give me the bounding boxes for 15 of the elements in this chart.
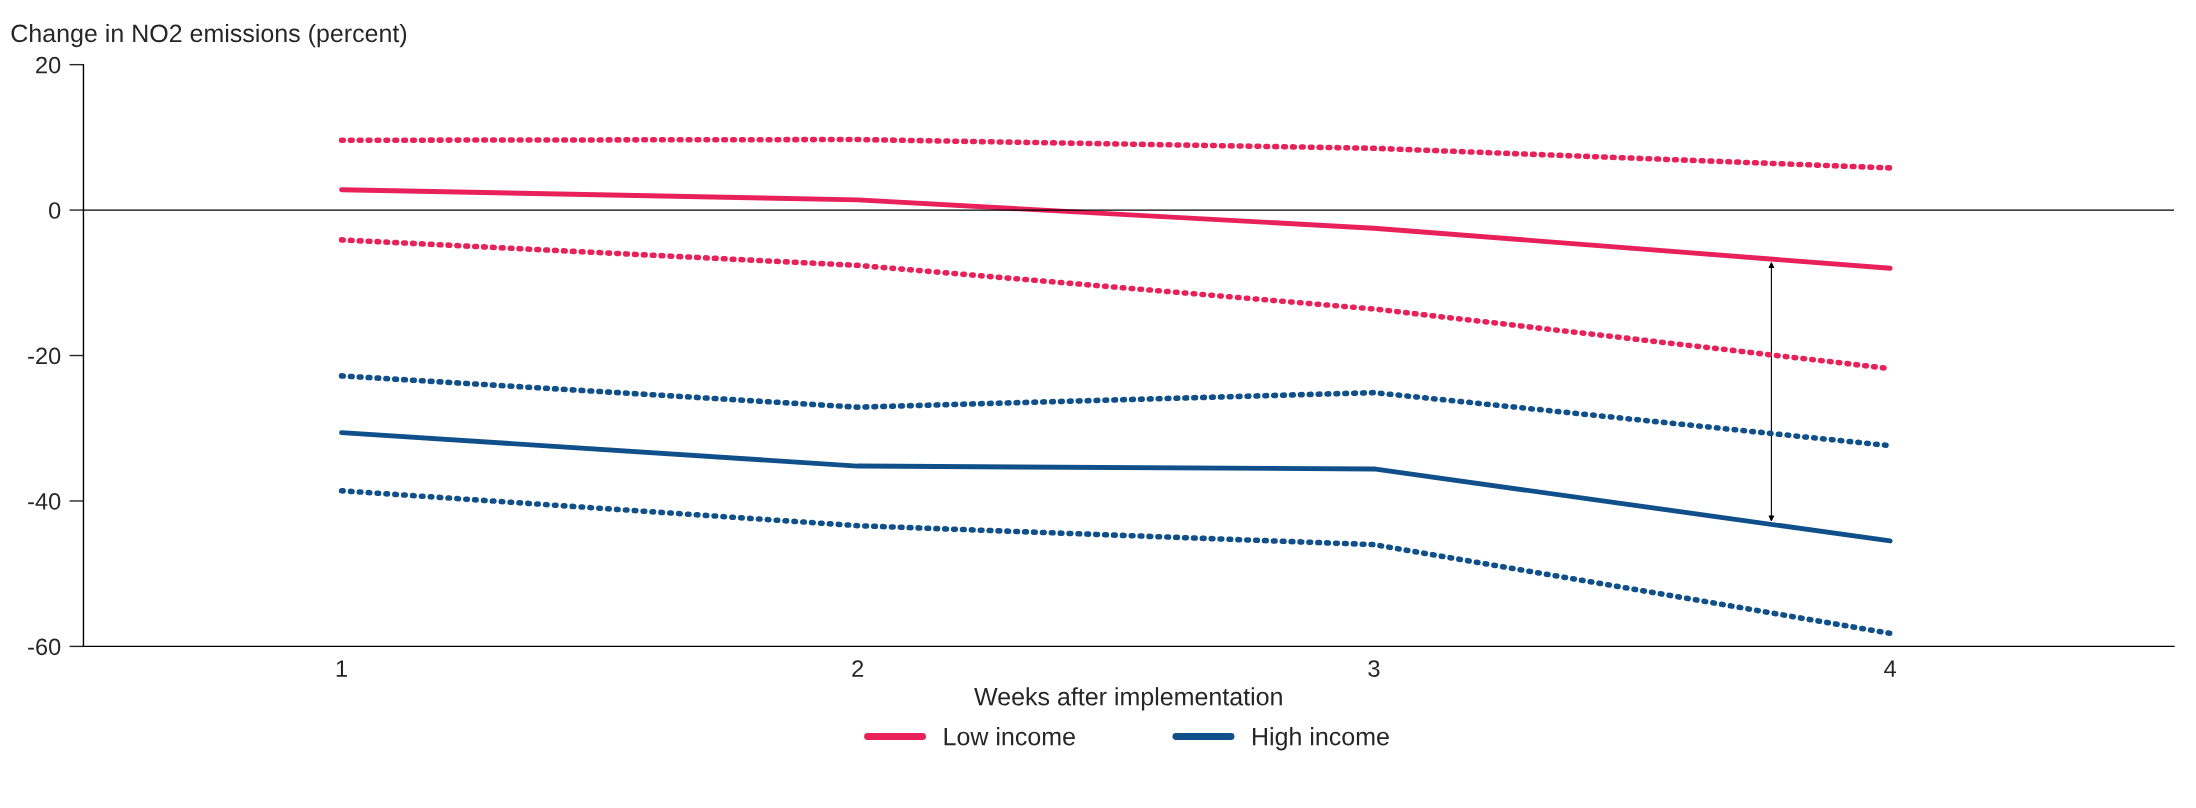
y-axis-title: Change in NO2 emissions (percent) — [11, 23, 407, 48]
legend-label: Low income — [944, 727, 1075, 746]
y-tick-label: 20 — [36, 56, 61, 74]
y-tick-label: -20 — [28, 347, 61, 365]
line-series — [339, 187, 1893, 271]
x-tick-label: 3 — [1368, 660, 1380, 677]
legend-label: High income — [1253, 727, 1389, 751]
y-tick-label: -40 — [28, 493, 61, 510]
y-tick-label: -60 — [28, 638, 61, 656]
x-tick-label: 1 — [336, 660, 347, 677]
x-axis-title: Weeks after implementation — [974, 687, 1282, 711]
line-series — [339, 430, 1893, 544]
x-tick-label: 4 — [1884, 660, 1897, 677]
x-tick-label: 2 — [852, 660, 864, 677]
y-tick-label: 0 — [49, 202, 61, 219]
